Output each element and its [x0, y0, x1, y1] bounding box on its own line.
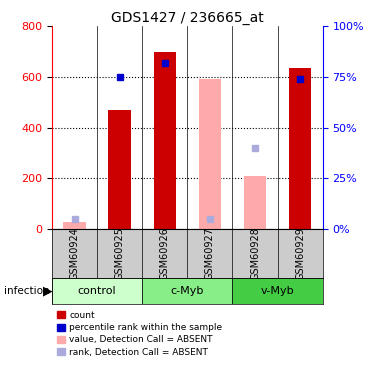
Bar: [244, 176, 266, 229]
Bar: [52, 278, 142, 304]
Bar: [198, 80, 221, 229]
Text: GSM60927: GSM60927: [205, 226, 215, 280]
Legend: count, percentile rank within the sample, value, Detection Call = ABSENT, rank, : count, percentile rank within the sample…: [56, 310, 223, 357]
Text: v-Myb: v-Myb: [261, 286, 295, 296]
Text: infection: infection: [4, 286, 49, 296]
Text: GSM60928: GSM60928: [250, 226, 260, 280]
Bar: [289, 68, 312, 229]
Title: GDS1427 / 236665_at: GDS1427 / 236665_at: [111, 11, 264, 25]
Bar: [154, 52, 176, 229]
Text: GSM60929: GSM60929: [295, 226, 305, 280]
Text: c-Myb: c-Myb: [171, 286, 204, 296]
Bar: [142, 278, 233, 304]
Text: GSM60924: GSM60924: [69, 226, 79, 280]
Bar: [108, 110, 131, 229]
Bar: [233, 278, 323, 304]
Bar: [63, 222, 86, 229]
Text: GSM60926: GSM60926: [160, 226, 170, 280]
Text: ▶: ▶: [43, 284, 52, 297]
Text: GSM60925: GSM60925: [115, 226, 125, 280]
Text: control: control: [78, 286, 116, 296]
